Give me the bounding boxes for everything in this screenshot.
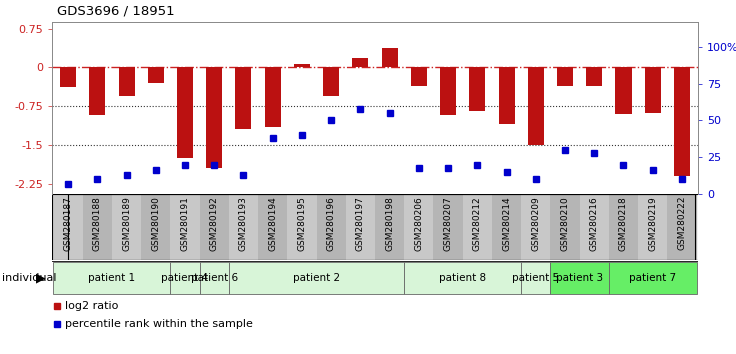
Bar [316,194,346,260]
Bar [353,58,369,68]
Text: GSM280207: GSM280207 [444,196,453,251]
Text: GSM280196: GSM280196 [327,196,336,251]
Bar [609,262,696,293]
Bar [492,194,521,260]
Bar [463,194,492,260]
Text: patient 7: patient 7 [629,273,676,283]
Bar [323,68,339,96]
Text: GSM280190: GSM280190 [152,196,160,251]
Bar [258,194,287,260]
Bar [54,194,82,260]
Bar [440,68,456,115]
Bar [580,194,609,260]
Text: ▶: ▶ [36,272,46,285]
Bar [229,194,258,260]
Text: GSM280216: GSM280216 [590,196,598,251]
Text: GSM280198: GSM280198 [385,196,394,251]
Bar [645,68,661,113]
Bar [411,68,427,86]
Bar [528,68,544,145]
Bar [674,68,690,176]
Bar [89,68,105,115]
Bar [177,68,193,158]
Bar [141,194,171,260]
Text: log2 ratio: log2 ratio [65,301,118,311]
Bar [82,194,112,260]
Bar [557,68,573,86]
Text: percentile rank within the sample: percentile rank within the sample [65,319,252,329]
Text: GSM280195: GSM280195 [297,196,306,251]
Bar [521,262,551,293]
Text: GSM280188: GSM280188 [93,196,102,251]
Bar [148,68,164,83]
Text: patient 5: patient 5 [512,273,559,283]
Text: GSM280218: GSM280218 [619,196,628,251]
Text: GSM280214: GSM280214 [502,196,511,251]
Text: GSM280219: GSM280219 [648,196,657,251]
Text: GSM280222: GSM280222 [677,196,687,251]
Bar [551,194,580,260]
Text: GSM280192: GSM280192 [210,196,219,251]
Bar [287,194,316,260]
Bar [171,194,199,260]
Bar [638,194,668,260]
Text: GSM280212: GSM280212 [473,196,482,251]
Text: patient 3: patient 3 [556,273,604,283]
Bar [521,194,551,260]
Bar [118,68,135,96]
Bar [498,68,514,124]
Bar [112,194,141,260]
Bar [381,48,397,68]
Text: GSM280209: GSM280209 [531,196,540,251]
Bar [404,194,434,260]
Text: patient 6: patient 6 [191,273,238,283]
Text: GSM280189: GSM280189 [122,196,131,251]
Bar [294,64,310,68]
Bar [229,262,404,293]
Text: individual: individual [2,273,57,283]
Bar [206,68,222,168]
Bar [668,194,696,260]
Text: GSM280206: GSM280206 [414,196,423,251]
Text: patient 8: patient 8 [439,273,486,283]
Bar [470,68,485,112]
Bar [434,194,463,260]
Text: GSM280210: GSM280210 [561,196,570,251]
Bar [404,262,521,293]
Text: GDS3696 / 18951: GDS3696 / 18951 [57,5,174,18]
Text: patient 1: patient 1 [88,273,135,283]
Bar [586,68,602,86]
Bar [236,68,252,130]
Bar [551,262,609,293]
Bar [171,262,199,293]
Bar [54,262,171,293]
Text: patient 2: patient 2 [293,273,340,283]
Text: GSM280191: GSM280191 [180,196,189,251]
Bar [199,262,229,293]
Bar [615,68,631,114]
Bar [60,68,76,87]
Text: GSM280187: GSM280187 [63,196,73,251]
Bar [265,68,280,127]
Bar [346,194,375,260]
Text: GSM280193: GSM280193 [239,196,248,251]
Text: patient 4: patient 4 [161,273,208,283]
Bar [375,194,404,260]
Text: GSM280197: GSM280197 [356,196,365,251]
Text: GSM280194: GSM280194 [268,196,277,251]
Bar [199,194,229,260]
Bar [609,194,638,260]
